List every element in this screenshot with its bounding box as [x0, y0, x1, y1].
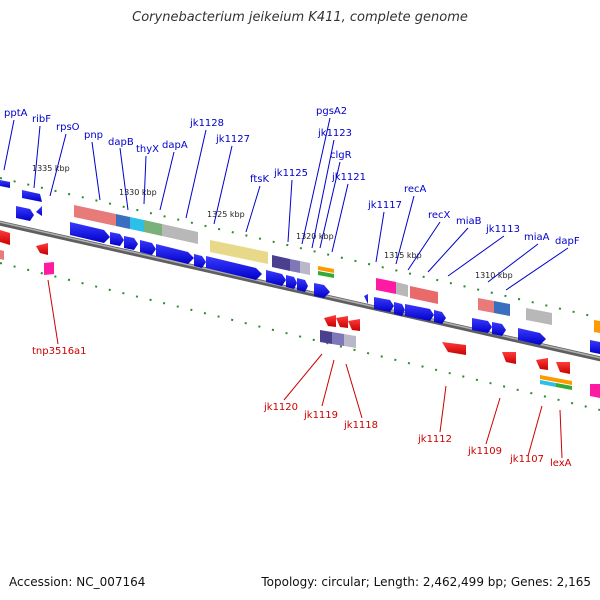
- gene-label-jk1119: jk1119: [303, 410, 338, 421]
- forward-cds-track[interactable]: [0, 180, 600, 354]
- gene-label-recX: recX: [428, 210, 451, 221]
- gene-label-pnp: pnp: [84, 130, 103, 141]
- gene-label-miaB: miaB: [456, 216, 482, 227]
- gene-label-jk1120: jk1120: [263, 402, 298, 413]
- gene-label-dapA: dapA: [162, 140, 188, 151]
- kbp-marker-1330: 1330 kbp: [119, 188, 157, 197]
- gene-label-jk1128: jk1128: [189, 118, 224, 129]
- reverse-cds-track[interactable]: [0, 230, 600, 398]
- forward-feature-track[interactable]: [74, 205, 600, 333]
- inner-tick-track: [0, 262, 600, 411]
- gene-label-tnp3516a1: tnp3516a1: [32, 346, 87, 357]
- gene-label-jk1118: jk1118: [343, 420, 378, 431]
- gene-label-jk1125: jk1125: [273, 168, 308, 179]
- genome-summary-text: Topology: circular; Length: 2,462,499 bp…: [261, 575, 591, 589]
- map-title: Corynebacterium jeikeium K411, complete …: [132, 10, 468, 25]
- gene-label-lexA: lexA: [550, 458, 572, 469]
- gene-label-dapF: dapF: [555, 236, 580, 247]
- gene-label-miaA: miaA: [524, 232, 550, 243]
- gene-label-jk1109: jk1109: [467, 446, 502, 457]
- forward-label-leaders: [3, 117, 569, 291]
- kbp-marker-1335: 1335 kbp: [32, 164, 70, 173]
- gene-label-pgsA2: pgsA2: [316, 106, 347, 117]
- gene-label-jk1117: jk1117: [367, 200, 402, 211]
- gene-label-thyX: thyX: [136, 144, 159, 155]
- gene-label-pptA: pptA: [4, 108, 28, 119]
- gene-label-jk1113: jk1113: [485, 224, 520, 235]
- gene-label-jk1112: jk1112: [417, 434, 452, 445]
- kbp-marker-1310: 1310 kbp: [475, 271, 513, 280]
- gene-label-clgR: clgR: [330, 150, 352, 161]
- gene-label-jk1107: jk1107: [509, 454, 544, 465]
- outer-tick-track: [0, 177, 600, 319]
- gene-label-ribF: ribF: [32, 114, 51, 125]
- kbp-marker-1325: 1325 kbp: [207, 210, 245, 219]
- reverse-label-leaders: [47, 279, 563, 459]
- gene-label-recA: recA: [404, 184, 427, 195]
- gene-label-dapB: dapB: [108, 137, 134, 148]
- gene-label-rpsO: rpsO: [56, 122, 80, 133]
- kbp-marker-1315: 1315 kbp: [384, 251, 422, 260]
- accession-text: Accession: NC_007164: [9, 575, 146, 589]
- gene-label-jk1123: jk1123: [317, 128, 352, 139]
- gene-label-jk1121: jk1121: [331, 172, 366, 183]
- forward-gene-labels: pptA ribF rpsO pnp dapB thyX dapA jk1128…: [4, 106, 580, 247]
- gene-label-jk1127: jk1127: [215, 134, 250, 145]
- reverse-feature-track[interactable]: [320, 330, 572, 390]
- reverse-gene-labels: tnp3516a1 jk1120 jk1119 jk1118 jk1112 jk…: [32, 346, 572, 469]
- gene-label-ftsK: ftsK: [250, 174, 269, 185]
